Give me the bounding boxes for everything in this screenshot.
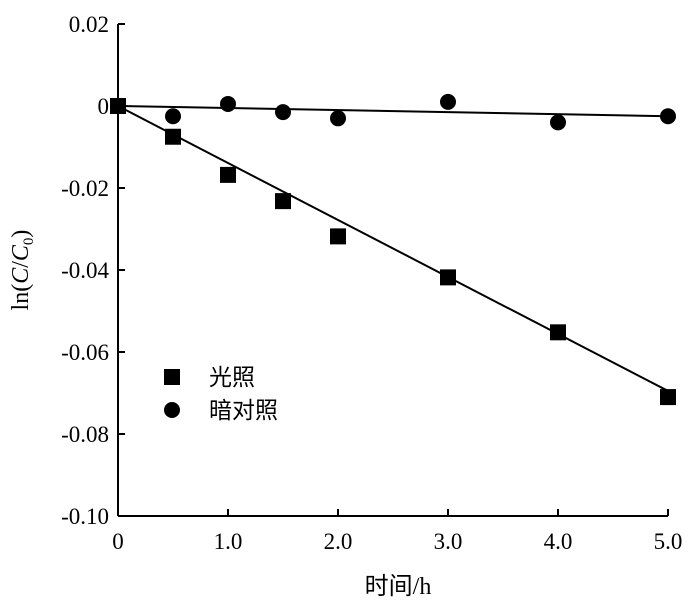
legend-label: 光照	[209, 365, 255, 391]
y-tick-label: -0.02	[61, 176, 109, 201]
y-axis-title-slash: /	[8, 261, 34, 268]
plot-area: 0.020-0.02-0.04-0.06-0.08-0.100 1.0 2.0 3.0…	[61, 12, 682, 554]
x-tick-label: 5.0	[654, 529, 683, 554]
x-tick-label: 3.0	[434, 529, 463, 554]
y-axis-title-close: )	[8, 230, 34, 238]
x-tick-label: 2.0	[324, 529, 353, 554]
x-tick-label: 0	[112, 529, 124, 554]
y-axis-title-ln: ln(	[8, 284, 34, 311]
y-tick-label: -0.08	[61, 422, 109, 447]
data-point-circle	[440, 93, 456, 110]
legend-marker-square	[164, 369, 180, 385]
y-axis-title-c0: C	[8, 244, 34, 261]
data-point-square	[440, 269, 456, 286]
y-tick-label: -0.06	[61, 340, 109, 365]
legend-label: 暗对照	[209, 398, 278, 424]
data-point-circle	[275, 104, 291, 121]
y-tick-label: -0.10	[61, 504, 109, 529]
data-point-square	[220, 166, 236, 183]
data-point-circle	[330, 110, 346, 127]
y-tick-label: -0.04	[61, 258, 109, 283]
data-point-square	[275, 193, 291, 210]
fit-line	[117, 105, 669, 118]
data-point-square	[550, 324, 566, 341]
data-point-square	[660, 389, 676, 406]
data-point-circle	[220, 95, 236, 112]
x-tick-label: 1.0	[214, 529, 243, 554]
series-1	[110, 98, 676, 406]
series-2	[110, 93, 676, 131]
x-axis-title: 时间/h	[365, 573, 432, 600]
x-tick-label: 4.0	[544, 529, 573, 554]
y-axis-title-c: C	[8, 267, 34, 284]
data-point-circle	[550, 114, 566, 131]
y-tick-label: 0	[98, 94, 110, 119]
fit-line	[117, 105, 669, 392]
y-axis-title: ln(C/C0)	[8, 230, 37, 311]
y-axis-title-sub: 0	[21, 238, 37, 246]
data-point-square	[330, 228, 346, 245]
data-point-square	[165, 128, 181, 145]
data-point-circle	[660, 108, 676, 125]
legend-marker-circle	[164, 402, 180, 418]
data-point-circle	[110, 98, 126, 114]
y-tick-label: 0.02	[69, 12, 109, 37]
data-point-circle	[165, 108, 181, 125]
